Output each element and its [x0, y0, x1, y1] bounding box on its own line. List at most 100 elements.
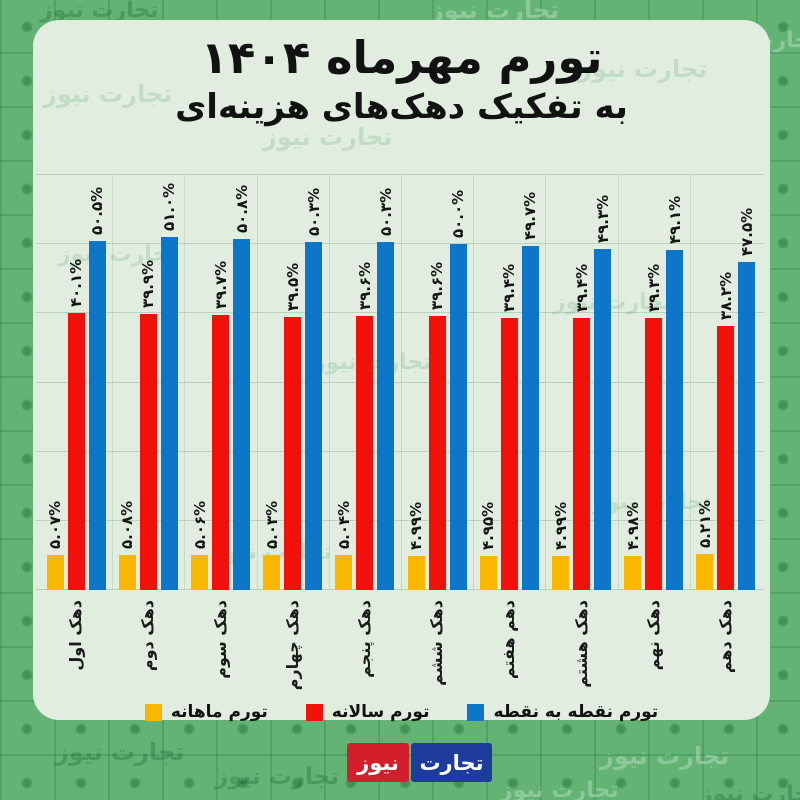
gridline-horizontal — [36, 589, 764, 590]
bar-series-3-decile-6: ۵۰.۰% — [449, 190, 467, 590]
bar-series-3-decile-2: ۵۱.۰% — [160, 183, 178, 590]
bar-value-label: ۳۸.۲% — [716, 271, 735, 320]
bar-value-label: ۵.۲۱% — [695, 499, 714, 548]
legend-swatch — [467, 703, 485, 721]
bar-group-decile-9: ۴.۹۸% ۳۹.۳% ۴۹.۱% — [624, 196, 684, 590]
bar-series-1-decile-3: ۵.۰۶% — [191, 501, 209, 590]
bar-series-3-decile-5: ۵۰.۳% — [377, 188, 395, 590]
legend-label: تورم ماهانه — [170, 702, 268, 722]
bar-group-decile-2: ۵.۰۸% ۳۹.۹% ۵۱.۰% — [118, 183, 178, 590]
bar-value-label: ۳۹.۶% — [428, 261, 447, 311]
bar-series-3-decile-4: ۵۰.۳% — [305, 188, 323, 590]
legend-label: تورم سالانه — [331, 702, 430, 722]
bar-value-label: ۴.۹۹% — [407, 501, 426, 550]
x-axis-label-decile-1: دهک اول — [66, 600, 86, 671]
legend-item: تورم ماهانه — [144, 702, 268, 722]
gridline-vertical — [689, 175, 691, 590]
bar-series-3-decile-10: ۴۷.۵% — [738, 207, 756, 590]
bar-value-label: ۴۹.۱% — [665, 196, 684, 245]
bar-series-1-decile-8: ۴.۹۹% — [552, 501, 570, 590]
bar-value-label: ۳۹.۶% — [355, 261, 374, 311]
gridline-vertical — [545, 175, 547, 590]
x-axis-label-decile-6: دهک ششم — [427, 600, 447, 686]
bar-value-label: ۴۹.۷% — [521, 192, 540, 241]
bar-series-1-decile-7: ۴.۹۵% — [479, 502, 497, 590]
legend-item: تورم سالانه — [305, 702, 430, 722]
gridline-horizontal — [36, 450, 764, 452]
bar-value-label: ۴.۹۸% — [623, 501, 642, 550]
legend-item: تورم نقطه به نقطه — [467, 702, 658, 722]
bar-value-label: ۵.۰۷% — [46, 500, 65, 549]
gridline-horizontal — [36, 243, 764, 245]
x-axis-label-decile-5: دهک پنجم — [354, 600, 374, 678]
page-subtitle: به تفکیک دهک‌های هزینه‌ای — [175, 87, 628, 128]
bar-value-label: ۴۹.۳% — [593, 194, 612, 243]
bar-chart-plot-area: ۵.۰۷% ۴۰.۱% ۵۰.۵% دهک اول ۵.۰۸% ۳۹.۹% ۵۱.۰% دهک… — [36, 174, 764, 690]
gridline-vertical — [112, 175, 114, 590]
legend-swatch — [144, 703, 162, 721]
tejarat-news-logo: نیوز تجارت — [347, 743, 492, 782]
gridline-vertical — [401, 175, 402, 590]
x-axis-label-decile-4: دهک چهارم — [282, 600, 302, 691]
bar-series-2-decile-9: ۳۹.۳% — [645, 264, 663, 590]
bar-series-3-decile-3: ۵۰.۸% — [233, 184, 251, 590]
gridline-vertical — [256, 175, 258, 590]
bar-series-2-decile-7: ۳۹.۴% — [500, 263, 518, 590]
bar-value-label: ۵۰.۸% — [232, 184, 251, 233]
bar-series-2-decile-10: ۳۸.۲% — [717, 272, 735, 590]
bar-series-1-decile-5: ۵.۰۴% — [335, 501, 353, 590]
bar-value-label: ۵.۰۶% — [190, 500, 209, 549]
x-axis-label-decile-10: دهک دهم — [715, 600, 735, 674]
bar-group-decile-5: ۵.۰۴% ۳۹.۶% ۵۰.۳% — [335, 188, 395, 590]
bar-group-decile-4: ۵.۰۳% ۳۹.۵% ۵۰.۳% — [263, 188, 323, 590]
gridline-horizontal — [36, 174, 764, 175]
gridline-vertical — [328, 175, 330, 590]
bar-series-2-decile-5: ۳۹.۶% — [356, 262, 374, 590]
bar-series-3-decile-7: ۴۹.۷% — [521, 192, 539, 590]
bar-value-label: ۵.۰۳% — [262, 501, 281, 550]
bar-value-label: ۴۰.۱% — [67, 258, 86, 307]
bar-series-3-decile-9: ۴۹.۱% — [666, 196, 684, 590]
logo-word-news: نیوز — [347, 743, 409, 782]
bar-value-label: ۳۹.۴% — [572, 263, 591, 312]
bar-series-2-decile-8: ۳۹.۴% — [573, 263, 591, 590]
bar-series-1-decile-10: ۵.۲۱% — [696, 500, 714, 590]
bar-series-3-decile-1: ۵۰.۵% — [88, 187, 106, 590]
gridline-vertical — [617, 175, 619, 590]
x-axis-label-decile-2: دهک دوم — [138, 600, 158, 672]
bar-value-label: ۴.۹۵% — [479, 501, 498, 550]
gridline-vertical — [184, 175, 186, 590]
bar-series-1-decile-4: ۵.۰۳% — [263, 501, 281, 590]
bar-series-2-decile-4: ۳۹.۵% — [284, 263, 302, 590]
gridline-horizontal — [36, 381, 764, 383]
bar-value-label: ۳۹.۳% — [644, 264, 663, 313]
bar-group-decile-7: ۴.۹۵% ۳۹.۴% ۴۹.۷% — [479, 192, 539, 590]
bar-series-1-decile-9: ۴.۹۸% — [624, 501, 642, 590]
bar-series-1-decile-1: ۵.۰۷% — [46, 501, 64, 590]
bar-value-label: ۳۹.۷% — [211, 261, 230, 310]
bar-value-label: ۵۰.۵% — [88, 186, 107, 235]
bar-series-3-decile-8: ۴۹.۳% — [594, 195, 612, 590]
bar-group-decile-10: ۵.۲۱% ۳۸.۲% ۴۷.۵% — [696, 207, 756, 590]
bar-group-decile-8: ۴.۹۹% ۳۹.۴% ۴۹.۳% — [552, 195, 612, 590]
bar-value-label: ۵.۰۸% — [118, 500, 137, 549]
chart-title-block: تورم مهرماه ۱۴۰۴ به تفکیک دهک‌های هزینه‌… — [33, 30, 770, 129]
logo-word-tejarat: تجارت — [411, 743, 492, 782]
bar-value-label: ۳۹.۹% — [139, 259, 158, 308]
bar-value-label: ۵.۰۴% — [334, 500, 353, 550]
x-axis-label-decile-7: دهم هفتم — [499, 600, 519, 680]
bar-value-label: ۴۷.۵% — [737, 207, 756, 256]
page-title: تورم مهرماه ۱۴۰۴ — [200, 31, 603, 84]
bar-series-1-decile-6: ۴.۹۹% — [407, 501, 425, 590]
bar-series-2-decile-2: ۳۹.۹% — [139, 260, 157, 590]
gridline-horizontal — [36, 312, 764, 314]
bar-value-label: ۴.۹۹% — [551, 501, 570, 550]
legend-label: تورم نقطه به نقطه — [493, 702, 659, 722]
x-axis-label-decile-8: دهک هشتم — [571, 600, 591, 688]
bar-value-label: ۵۱.۰% — [160, 183, 179, 232]
x-axis-label-decile-3: دهک سوم — [210, 600, 230, 679]
bar-value-label: ۳۹.۴% — [500, 263, 519, 312]
bar-value-label: ۵۰.۳% — [376, 187, 395, 237]
x-axis-label-decile-9: دهک نهم — [643, 600, 663, 671]
bar-value-label: ۵۰.۰% — [449, 190, 468, 239]
